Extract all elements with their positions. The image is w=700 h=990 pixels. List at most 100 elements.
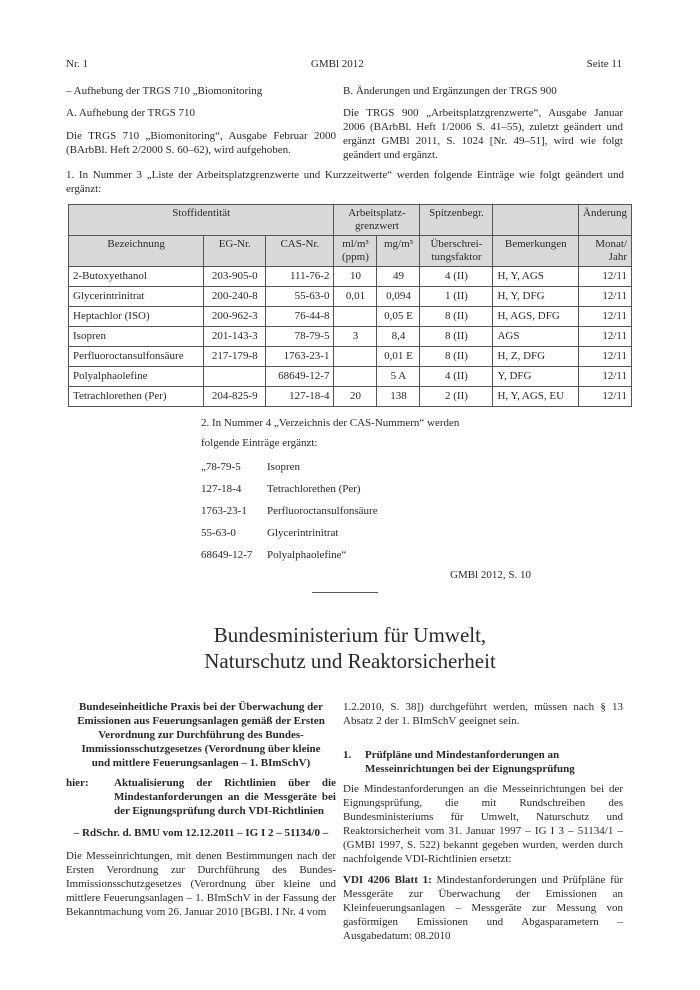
- table-cell: Y, DFG: [492, 366, 579, 387]
- table-cell: H, AGS, DFG: [492, 306, 579, 327]
- table-group-header-row: Stoffidentität Arbeitsplatz-grenzwert Sp…: [67, 204, 632, 236]
- circular-reference: – RdSchr. d. BMU vom 12.12.2011 – IG I 2…: [73, 827, 329, 839]
- cas-entry: 55-63-0 Glycerintrinitrat: [201, 523, 531, 545]
- section-1-paragraph: Die Mindestanforderungen an die Messeinr…: [343, 783, 623, 865]
- paragraph-b: Die TRGS 900 „Arbeitsplatzgrenzwerte“, A…: [343, 107, 623, 161]
- table-cell: 217-179-8: [203, 346, 267, 367]
- table-cell: 76-44-8: [265, 306, 335, 327]
- group-header: Arbeitsplatz-grenzwert: [333, 204, 421, 236]
- table-cell: H, Y, DFG: [492, 286, 579, 307]
- table-cell: 12/11: [578, 346, 632, 367]
- right-column-bottom: 1.2.2010, S. 38]) durchgeführt werden, m…: [343, 700, 623, 943]
- table-cell: 1763-23-1: [265, 346, 335, 367]
- heading-b: B. Änderungen und Ergänzungen der TRGS 9…: [343, 85, 557, 97]
- table-cell: 4 (II): [419, 366, 494, 387]
- cas-entry: „78-79-5 Isopren: [201, 457, 531, 479]
- table-row: Glycerintrinitrat 200-240-8 55-63-0 0,01 0,0…: [67, 286, 632, 307]
- continuation-paragraph: 1.2.2010, S. 38]) durchgeführt werden, m…: [343, 701, 623, 727]
- page-header: Nr. 1 GMBl 2012 Seite 11: [66, 57, 622, 71]
- issue-number: Nr. 1: [66, 58, 88, 70]
- ministry-line-1: Bundesministerium für Umwelt,: [213, 623, 487, 647]
- table-cell: 138: [376, 386, 421, 407]
- table-cell: 10: [333, 266, 378, 287]
- column-header: mg/m³: [376, 235, 421, 267]
- vdi-text: Mindestanforderungen und Prüfpläne für M…: [343, 874, 623, 942]
- table-cell: [333, 306, 378, 327]
- column-header: Bemerkungen: [492, 235, 579, 267]
- group-header: [492, 204, 579, 236]
- cas-number: 68649-12-7: [201, 549, 253, 561]
- table-cell: Tetrachlorethen (Per): [67, 386, 205, 407]
- cas-number: „78-79-5: [201, 461, 241, 473]
- table-cell: 12/11: [578, 286, 632, 307]
- column-header: EG-Nr.: [203, 235, 267, 267]
- table-cell: H, Y, AGS: [492, 266, 579, 287]
- substance-name: Glycerintrinitrat: [267, 527, 339, 539]
- cas-number: 127-18-4: [201, 483, 242, 495]
- table-cell: Polyalphaolefine: [67, 366, 205, 387]
- hier-label: hier:: [66, 777, 89, 789]
- column-header: Überschrei-tungsfaktor: [419, 235, 494, 267]
- table-row: 2-Butoxyethanol 203-905-0 111-76-2 10 49 4 (I…: [67, 266, 632, 287]
- table-cell: 8 (II): [419, 306, 494, 327]
- group-header: Änderung: [578, 204, 632, 236]
- table-row: Isopren 201-143-3 78-79-5 3 8,4 8 (II) AGS 12/1…: [67, 326, 632, 347]
- table-cell: 55-63-0: [265, 286, 335, 307]
- table-row: Perfluoroctansulfonsäure 217-179-8 1763-23…: [67, 346, 632, 367]
- source-reference: GMBl 2012, S. 10: [450, 569, 531, 581]
- table-cell: 2 (II): [419, 386, 494, 407]
- group-header: Stoffidentität: [67, 204, 335, 236]
- table-cell: 201-143-3: [203, 326, 267, 347]
- table-cell: Heptachlor (ISO): [67, 306, 205, 327]
- section-1-heading: 1. Prüfpläne und Mindestanforderungen an…: [343, 748, 623, 776]
- table-cell: 203-905-0: [203, 266, 267, 287]
- left-column-bottom: Bundeseinheitliche Praxis bei der Überwa…: [66, 700, 336, 919]
- table-cell: 12/11: [578, 366, 632, 387]
- divider: [312, 592, 378, 593]
- table-cell: 78-79-5: [265, 326, 335, 347]
- table-cell: 0,094: [376, 286, 421, 307]
- table-cell: Glycerintrinitrat: [67, 286, 205, 307]
- cas-entry: 68649-12-7 Polyalphaolefine“: [201, 545, 531, 567]
- table-cell: Perfluoroctansulfonsäure: [67, 346, 205, 367]
- table-cell: AGS: [492, 326, 579, 347]
- table-cell: 20: [333, 386, 378, 407]
- table-cell: 12/11: [578, 266, 632, 287]
- column-header: Bezeichnung: [67, 235, 205, 267]
- table-cell: [333, 346, 378, 367]
- table-cell: 0,05 E: [376, 306, 421, 327]
- hier-block: hier: Aktualisierung der Richtlinien übe…: [66, 776, 336, 818]
- circular-title: Bundeseinheitliche Praxis bei der Überwa…: [77, 701, 325, 769]
- cas-number: 1763-23-1: [201, 505, 247, 517]
- table-cell: H, Y, AGS, EU: [492, 386, 579, 407]
- table-cell: 0,01: [333, 286, 378, 307]
- table-cell: 68649-12-7: [265, 366, 335, 387]
- cas-number: 55-63-0: [201, 527, 236, 539]
- table-cell: 12/11: [578, 326, 632, 347]
- table-cell: 8,4: [376, 326, 421, 347]
- table-cell: 5 A: [376, 366, 421, 387]
- left-column-top: – Aufhebung der TRGS 710 „Biomonitoring …: [66, 84, 336, 157]
- table-cell: 12/11: [578, 306, 632, 327]
- table-cell: 49: [376, 266, 421, 287]
- cas-entry: 127-18-4 Tetrachlorethen (Per): [201, 479, 531, 501]
- substance-name: Perfluoroctansulfonsäure: [267, 505, 378, 517]
- table-cell: 2-Butoxyethanol: [67, 266, 205, 287]
- paragraph-a: Die TRGS 710 „Biomonitoring“, Ausgabe Fe…: [66, 130, 336, 156]
- vdi-label: VDI 4206 Blatt 1:: [343, 874, 432, 886]
- item-2: 2. In Nummer 4 „Verzeichnis der CAS-Numm…: [201, 413, 531, 585]
- table-cell: [333, 366, 378, 387]
- item-2-line-2: folgende Einträge ergänzt:: [201, 437, 318, 449]
- table-cell: 200-240-8: [203, 286, 267, 307]
- table-cell: H, Z, DFG: [492, 346, 579, 367]
- hier-text: Aktualisierung der Richtlinien über die …: [114, 777, 336, 817]
- ministry-heading: Bundesministerium für Umwelt, Naturschut…: [0, 622, 700, 674]
- group-header: Spitzenbegr.: [419, 204, 494, 236]
- table-cell: 200-962-3: [203, 306, 267, 327]
- substance-name: Isopren: [267, 461, 300, 473]
- vdi-entry: VDI 4206 Blatt 1: Mindestanforderungen u…: [343, 873, 623, 943]
- table-cell: [203, 366, 267, 387]
